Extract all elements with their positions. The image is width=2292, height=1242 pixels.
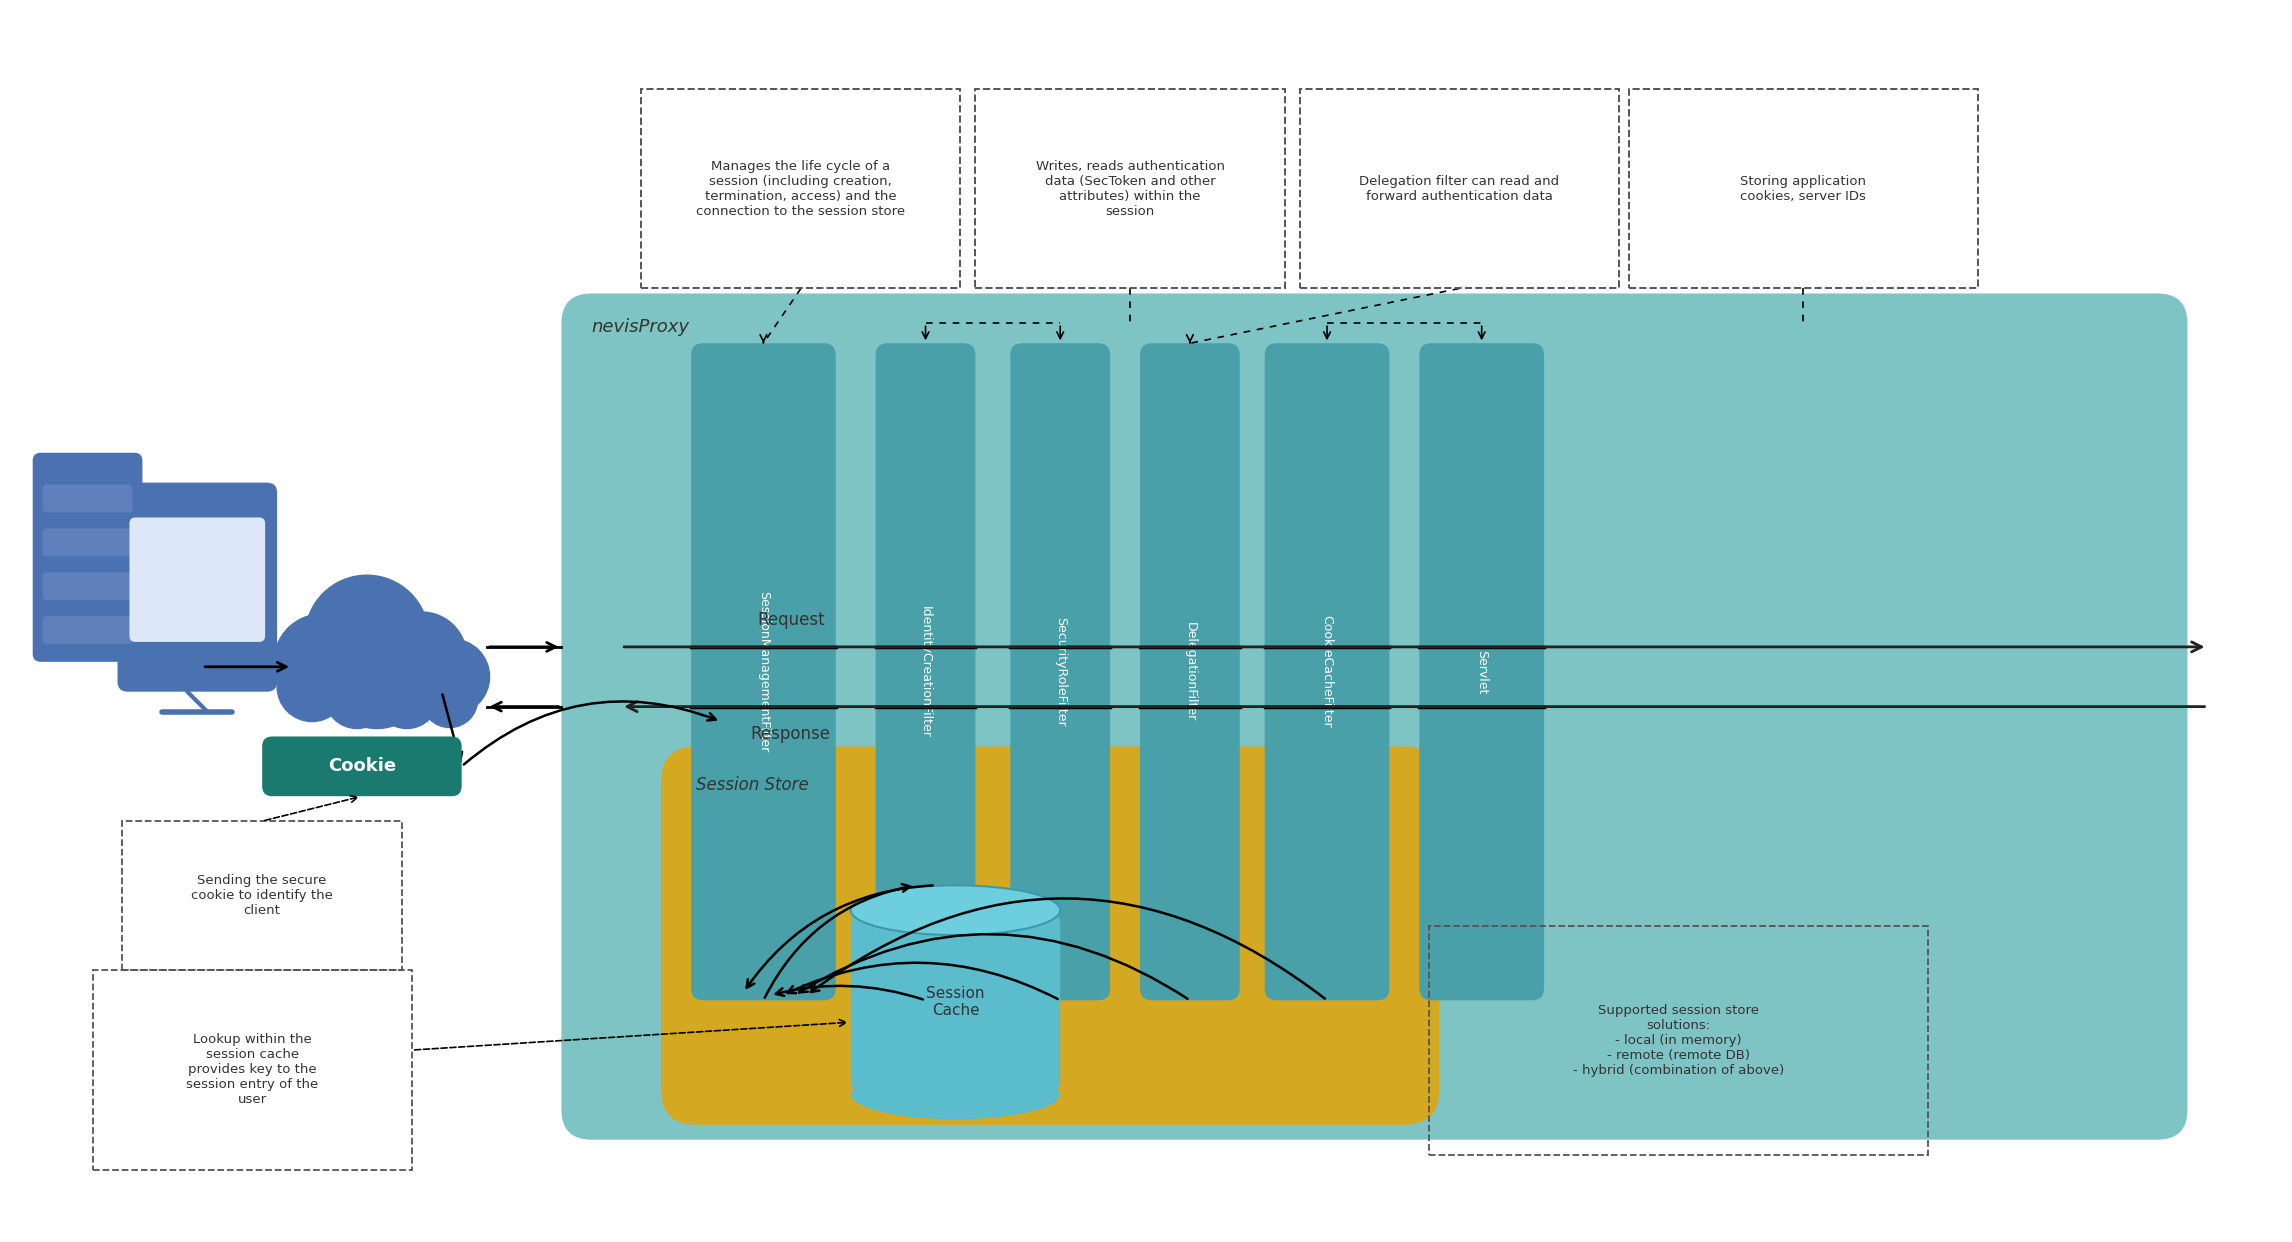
FancyBboxPatch shape [1011,343,1109,1000]
Text: Sending the secure
cookie to identify the
client: Sending the secure cookie to identify th… [190,874,332,918]
FancyBboxPatch shape [1419,343,1545,1000]
Text: SecurityRoleFilter: SecurityRoleFilter [1054,617,1066,727]
FancyBboxPatch shape [876,343,976,1000]
Circle shape [376,664,438,729]
Text: SessionManagementFilter: SessionManagementFilter [756,591,770,753]
Ellipse shape [850,1069,1061,1119]
Text: Response: Response [752,724,832,743]
Text: Request: Request [756,611,825,628]
Text: Writes, reads authentication
data (SecToken and other
attributes) within the
ses: Writes, reads authentication data (SecTo… [1036,160,1224,217]
Circle shape [415,638,490,714]
Circle shape [325,664,390,729]
FancyBboxPatch shape [44,573,133,600]
FancyBboxPatch shape [128,518,266,642]
FancyBboxPatch shape [562,293,2187,1140]
FancyBboxPatch shape [660,746,1439,1125]
Text: IdentityCreationFilter: IdentityCreationFilter [919,606,933,738]
Text: Session Store: Session Store [697,776,809,795]
Text: nevisProxy: nevisProxy [591,318,690,337]
Text: Session
Cache: Session Cache [926,986,986,1018]
FancyBboxPatch shape [261,737,461,796]
Text: Delegation filter can read and
forward authentication data: Delegation filter can read and forward a… [1359,175,1559,202]
Text: Storing application
cookies, server IDs: Storing application cookies, server IDs [1740,175,1866,202]
Text: DelegationFilter: DelegationFilter [1183,622,1196,722]
Circle shape [305,575,429,699]
Text: CookieCacheFilter: CookieCacheFilter [1320,616,1334,728]
Text: Cookie: Cookie [328,758,397,775]
FancyBboxPatch shape [850,910,1061,1094]
FancyBboxPatch shape [44,616,133,643]
FancyBboxPatch shape [117,483,277,692]
Text: Lookup within the
session cache
provides key to the
session entry of the
user: Lookup within the session cache provides… [186,1033,319,1107]
FancyBboxPatch shape [1139,343,1240,1000]
Circle shape [277,652,346,722]
FancyBboxPatch shape [44,484,133,513]
Ellipse shape [850,886,1061,935]
Circle shape [422,672,477,728]
Circle shape [325,625,429,729]
Text: Servlet: Servlet [1476,650,1488,694]
Circle shape [376,612,468,702]
FancyBboxPatch shape [44,528,133,556]
FancyBboxPatch shape [692,343,837,1000]
Text: Supported session store
solutions:
- local (in memory)
- remote (remote DB)
- hy: Supported session store solutions: - loc… [1572,1004,1785,1077]
Text: Manages the life cycle of a
session (including creation,
termination, access) an: Manages the life cycle of a session (inc… [697,160,905,217]
Circle shape [275,614,369,709]
FancyBboxPatch shape [32,453,142,662]
FancyBboxPatch shape [1265,343,1389,1000]
